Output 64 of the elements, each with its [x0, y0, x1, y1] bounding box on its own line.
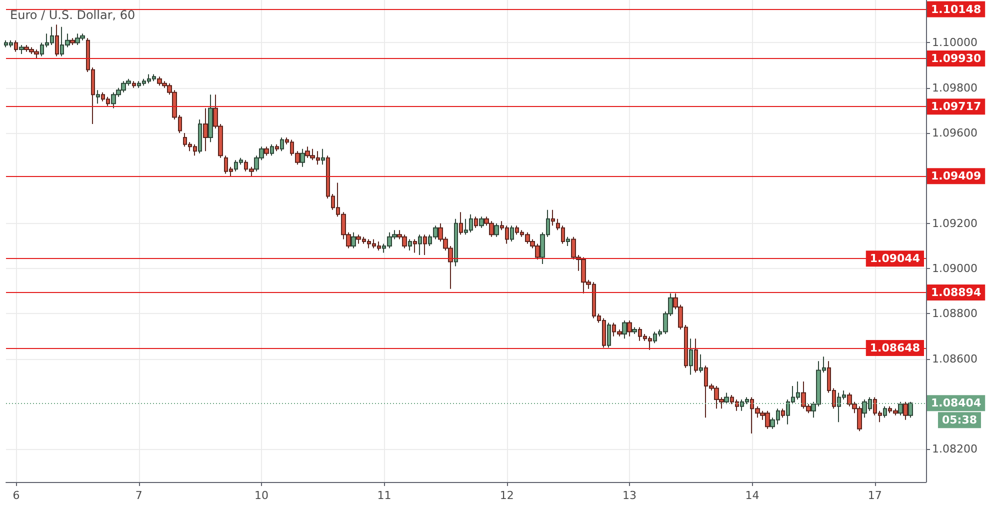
candlestick	[479, 216, 484, 228]
y-tick-label: 1.09800	[932, 81, 978, 94]
ref-line-label: 1.08648	[870, 342, 920, 355]
y-tick-label: 1.09000	[932, 262, 978, 276]
x-tick-label: 6	[12, 489, 20, 502]
ref-line-label: 1.09044	[870, 252, 920, 266]
x-tick-label: 7	[135, 489, 142, 502]
x-tick-label: 14	[745, 489, 760, 502]
x-tick-label: 17	[868, 489, 882, 502]
candlestick	[566, 236, 570, 246]
candlestick	[198, 118, 202, 154]
candlestick	[275, 144, 279, 152]
ref-line-label: 1.08894	[931, 286, 982, 299]
candlestick	[408, 238, 412, 251]
ref-line-label: 1.10148	[931, 2, 982, 16]
candlestick	[14, 40, 18, 52]
candlestick	[264, 146, 269, 156]
candlestick	[474, 216, 478, 228]
ref-line-label: 1.09717	[931, 100, 982, 114]
candlestick	[132, 80, 136, 88]
y-tick-label: 1.08800	[932, 307, 978, 320]
candlestick	[903, 401, 908, 420]
candlestick	[883, 406, 887, 418]
candlestick	[632, 326, 637, 335]
ref-line-label: 1.09930	[931, 52, 982, 65]
candlestick	[300, 148, 305, 168]
x-tick-label: 12	[500, 489, 514, 502]
candlestick	[208, 94, 213, 143]
candlestick	[55, 24, 59, 57]
candlestick	[423, 234, 427, 256]
candlestick	[627, 320, 632, 337]
candlestick	[607, 322, 611, 348]
candlestick	[96, 90, 100, 104]
candlestick	[699, 354, 703, 373]
y-tick-label: 1.08600	[932, 352, 978, 366]
y-tick-label: 1.10000	[932, 36, 978, 50]
candlestick	[418, 234, 422, 256]
candlestick	[413, 238, 417, 254]
candlestick	[494, 222, 499, 238]
text: Euro / U.S. Dollar, 60	[10, 8, 136, 22]
candlestick	[351, 232, 356, 249]
candlestick	[280, 137, 284, 152]
candlestick	[459, 212, 463, 236]
text: 05:38	[942, 414, 977, 427]
y-tick-label: 1.09200	[932, 216, 978, 230]
candlestick	[321, 148, 325, 166]
candlestick	[689, 338, 693, 376]
candlestick	[781, 408, 785, 418]
candlestick	[203, 108, 208, 152]
candlestick	[270, 144, 274, 156]
candlestick	[454, 218, 458, 267]
candlestick	[622, 320, 627, 340]
candlestick	[19, 44, 24, 54]
ref-line-label: 1.09409	[931, 170, 982, 183]
ref-line-label: 1.08404	[931, 396, 982, 410]
x-tick-label: 13	[622, 489, 637, 502]
candlestick	[551, 209, 555, 226]
candlestick	[70, 38, 75, 46]
x-tick-label: 10	[254, 489, 269, 502]
candlestick	[694, 338, 698, 373]
x-tick-label: 11	[377, 489, 392, 502]
candlestick	[510, 225, 514, 242]
y-tick-label: 1.08200	[932, 442, 978, 456]
y-tick-label: 1.09600	[932, 126, 978, 140]
